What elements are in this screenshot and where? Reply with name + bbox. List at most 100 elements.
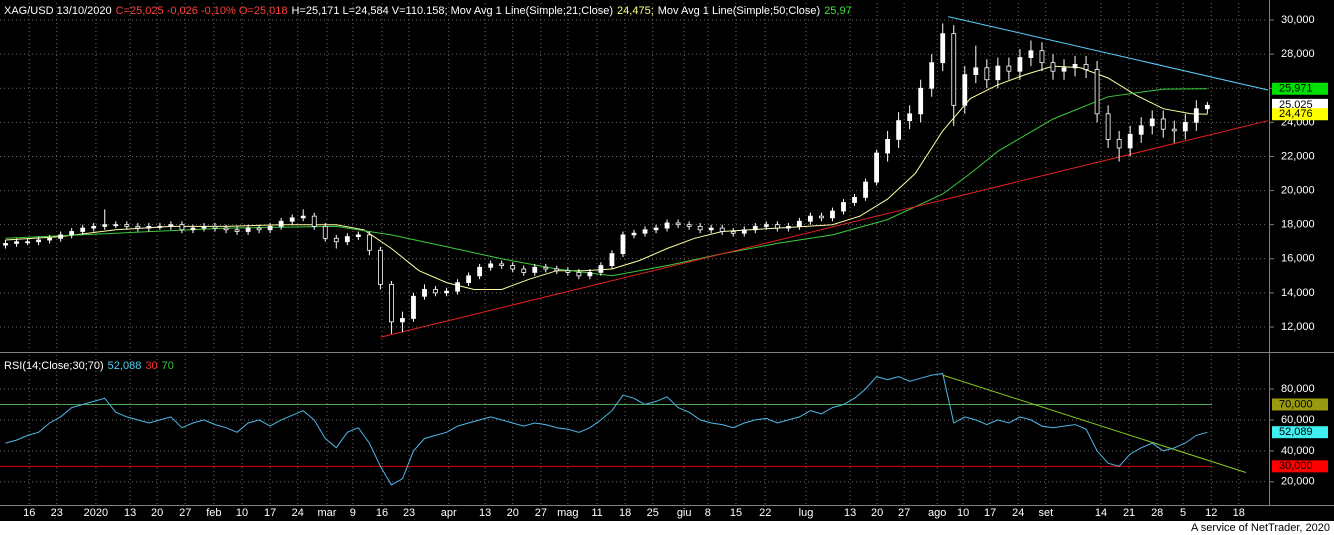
candle-body <box>1160 118 1166 130</box>
candle-body <box>366 234 372 251</box>
y-tick-label: 22,000 <box>1281 150 1315 162</box>
y-tick-label: 18,000 <box>1281 219 1315 231</box>
candle-body <box>1105 113 1111 140</box>
candle-body <box>113 224 119 227</box>
candle-body <box>1127 133 1133 149</box>
candle-body <box>102 224 108 227</box>
candle-body <box>466 275 472 284</box>
x-tick-label: 5 <box>1180 507 1186 519</box>
candle-body <box>499 263 505 266</box>
y-tick-label: 28,000 <box>1281 48 1315 60</box>
candle-body <box>1171 128 1177 132</box>
x-tick-label: 27 <box>898 507 910 519</box>
pane-header: XAG/USD 13/10/2020 C=25,025 -0,026 -0,10%… <box>4 5 852 17</box>
value-tag-label: 52,089 <box>1279 426 1313 438</box>
header-item: XAG/USD 13/10/2020 <box>4 5 112 17</box>
candle-body <box>411 295 416 319</box>
value-tag-label: 25,025 <box>1279 99 1313 111</box>
candle-body <box>355 234 361 238</box>
candle-body <box>1193 108 1199 123</box>
candle-body <box>389 283 394 323</box>
x-tick-label: 15 <box>730 507 742 519</box>
candle-body <box>708 227 714 231</box>
candle-body <box>907 113 913 122</box>
value-tag <box>1272 398 1328 411</box>
candle-body <box>245 227 251 232</box>
x-tick-label: 12 <box>1205 507 1217 519</box>
candle-body <box>841 202 846 212</box>
y-tick-label: 20,000 <box>1281 476 1315 488</box>
candle-body <box>962 74 968 106</box>
candle-body <box>444 290 449 294</box>
candle-body <box>1061 67 1067 72</box>
candle-body <box>278 220 284 227</box>
y-tick-label: 40,000 <box>1281 445 1315 457</box>
candle-body <box>300 215 306 219</box>
candle-body <box>234 229 240 232</box>
x-tick-label: feb <box>206 507 221 519</box>
value-tag <box>1272 98 1328 111</box>
candle-body <box>1072 63 1078 69</box>
footer: A service of NetTrader, 2020 <box>1191 522 1330 534</box>
candle-body <box>69 231 75 236</box>
header-item: 25,97 <box>824 5 852 17</box>
candle-body <box>124 224 130 227</box>
candle-body <box>852 196 857 203</box>
candle-body <box>940 33 946 64</box>
x-tick-label: 17 <box>984 507 996 519</box>
candle-body <box>3 243 8 246</box>
x-tick-label: 2020 <box>84 507 108 519</box>
x-tick-label: 23 <box>51 507 63 519</box>
candle-body <box>223 227 229 231</box>
candle-body <box>146 225 152 229</box>
candle-body <box>719 227 725 232</box>
candle-body <box>521 268 527 273</box>
value-tag-label: 70,000 <box>1279 398 1313 410</box>
y-tick-label: 80,000 <box>1281 383 1315 395</box>
candle-body <box>929 62 935 89</box>
candle-body <box>808 215 813 222</box>
x-tick-label: 16 <box>376 507 388 519</box>
header-item: 70 <box>162 360 174 372</box>
candle-body <box>333 237 339 243</box>
x-tick-label: 21 <box>1123 507 1135 519</box>
x-tick-label: 27 <box>179 507 191 519</box>
candle-body <box>1017 57 1023 72</box>
x-tick-label: 8 <box>705 507 711 519</box>
candle-body <box>25 241 30 244</box>
x-tick-label: mar <box>317 507 336 519</box>
candle-body <box>576 272 582 277</box>
candle-body <box>1116 139 1122 149</box>
candle-body <box>58 234 64 239</box>
header-item: Mov Avg 1 Line(Simple;50;Close) <box>658 5 820 17</box>
candle-body <box>830 210 835 219</box>
value-tag-label: 30,000 <box>1279 460 1313 472</box>
candle-body <box>785 225 791 229</box>
candle-body <box>819 215 824 219</box>
x-tick-label: 17 <box>264 507 276 519</box>
x-tick-label: 24 <box>292 507 304 519</box>
header-item: H=25,171 L=24,584 V=110.158; Mov Avg 1 L… <box>291 5 613 17</box>
candle-body <box>477 266 483 277</box>
candle-body <box>510 265 516 270</box>
x-tick-label: 23 <box>403 507 415 519</box>
x-tick-label: lug <box>799 507 814 519</box>
value-tag <box>1272 82 1328 95</box>
candle-body <box>631 232 637 236</box>
footer-strip <box>0 521 1334 535</box>
candle-body <box>256 227 262 231</box>
candle-body <box>918 87 924 115</box>
candle-body <box>587 272 593 277</box>
candle-body <box>1182 121 1188 132</box>
x-tick-label: 27 <box>535 507 547 519</box>
candle-body <box>554 268 560 272</box>
candle-body <box>686 224 692 227</box>
candle-body <box>653 227 659 231</box>
candle-body <box>532 266 538 273</box>
candle-body <box>664 222 670 229</box>
candle-body <box>422 289 427 297</box>
candle-body <box>190 227 196 231</box>
pane-header: RSI(14;Close;30;70) 52,088 30 70 <box>4 360 174 372</box>
candle-body <box>774 224 780 229</box>
value-tag <box>1272 460 1328 473</box>
